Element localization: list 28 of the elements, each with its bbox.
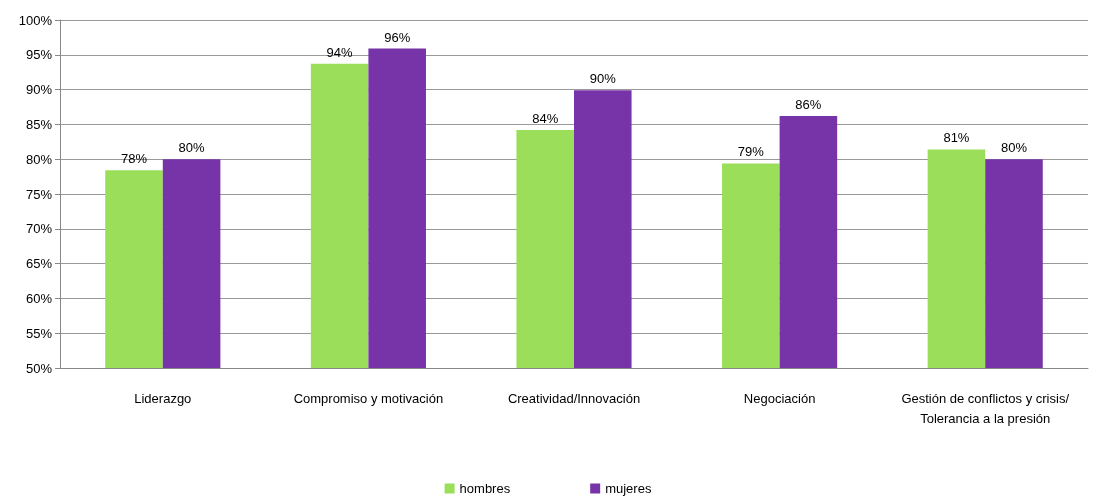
- y-tick-label: 50%: [25, 360, 53, 376]
- data-label: 80%: [178, 140, 206, 156]
- data-label: 79%: [737, 144, 765, 160]
- y-tick-label: 65%: [25, 256, 53, 272]
- data-label: 84%: [532, 110, 559, 126]
- y-tick-label: 85%: [25, 116, 53, 132]
- data-label: 86%: [795, 97, 822, 113]
- data-label: 80%: [1000, 140, 1028, 156]
- y-tick-label: 100%: [18, 12, 53, 28]
- x-tick-label: Compromiso y motivación: [293, 390, 444, 406]
- y-tick-label: 55%: [25, 325, 53, 341]
- y-tick-label: 90%: [25, 82, 53, 98]
- data-label: 78%: [121, 151, 148, 167]
- x-tick-label: Gestión de conflictos y crisis/Tolerancia a la presión: [901, 390, 1070, 426]
- data-label: 94%: [326, 44, 354, 60]
- y-tick-label: 60%: [25, 290, 53, 306]
- data-label: 90%: [589, 71, 617, 87]
- y-tick-label: 80%: [25, 151, 53, 167]
- legend-label: hombres: [459, 481, 511, 496]
- x-tick-label: Liderazgo: [134, 390, 192, 406]
- x-tick-label: Creatividad/Innovación: [507, 390, 641, 406]
- y-tick-label: 95%: [25, 47, 53, 63]
- legend-label: mujeres: [605, 481, 652, 496]
- data-label: 81%: [943, 130, 970, 146]
- data-label: 96%: [384, 29, 411, 45]
- y-tick-label: 75%: [25, 186, 53, 202]
- x-tick-label: Negociación: [743, 390, 816, 406]
- y-tick-label: 70%: [25, 221, 53, 237]
